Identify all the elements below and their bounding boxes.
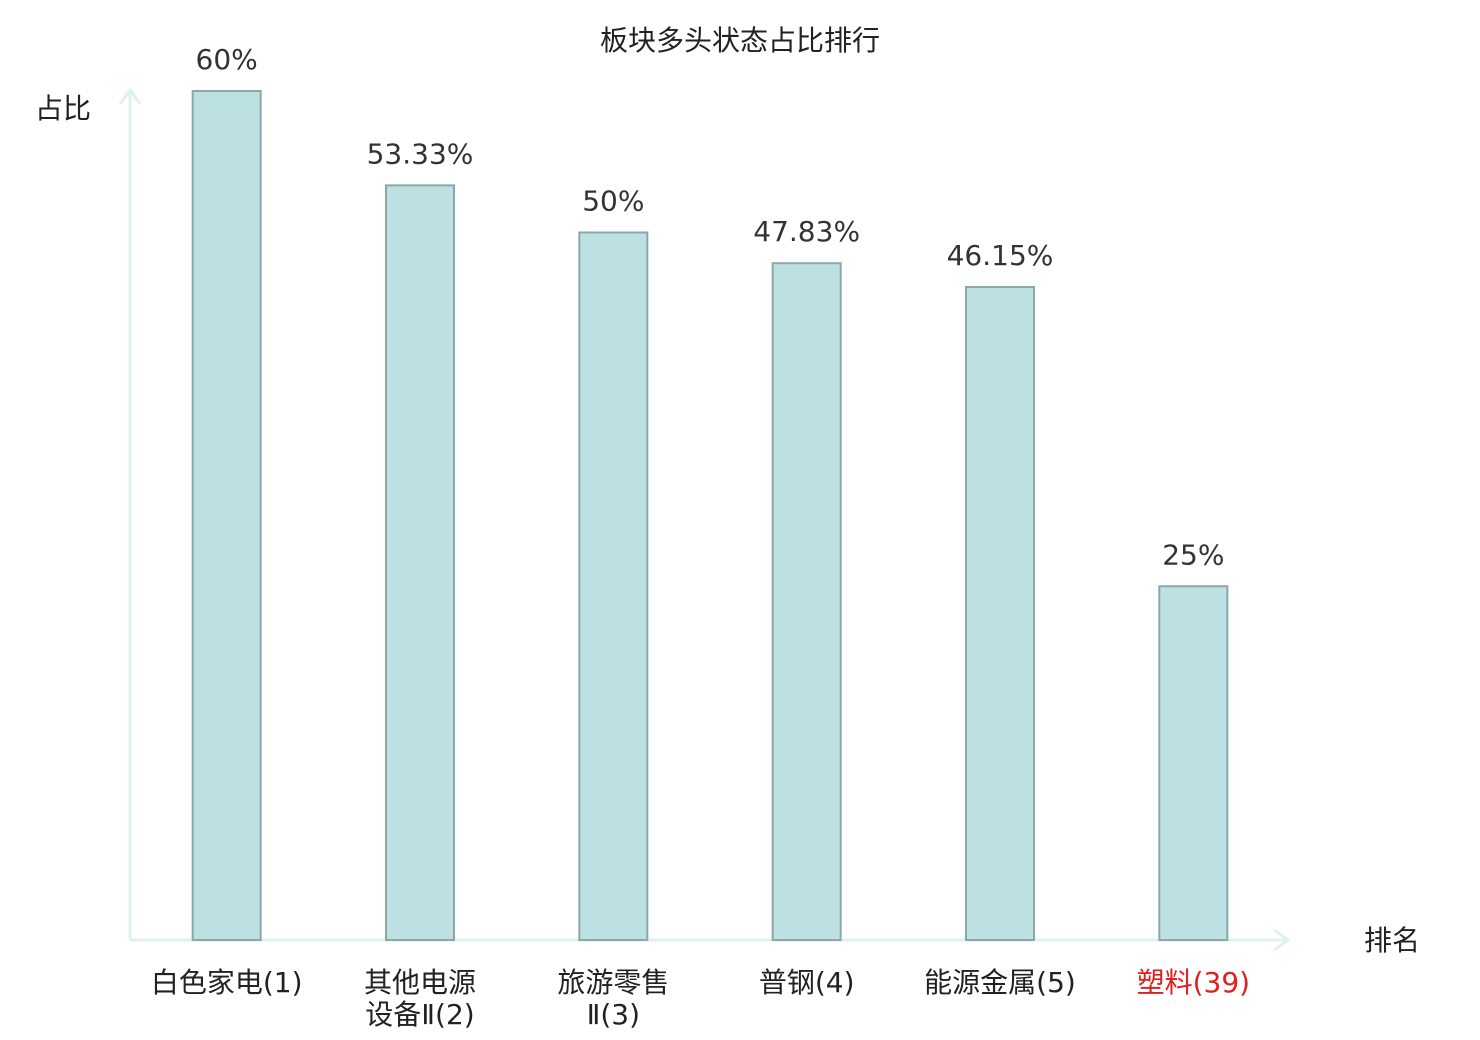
bar [771,262,842,941]
value-label: 60% [196,43,258,76]
bar [578,231,649,941]
x-tick-label: 白色家电(1) [151,966,303,999]
x-tick-label: 塑料(39) [1137,966,1250,999]
value-label: 50% [582,185,644,218]
value-label: 47.83% [753,215,860,248]
axes [118,87,1291,952]
value-label: 46.15% [947,239,1054,272]
x-tick-label: 能源金属(5) [924,966,1076,999]
x-tick-label: 普钢(4) [759,966,855,999]
x-tick-label: 其他电源 [364,966,476,999]
bar [385,184,455,941]
bar [191,90,262,941]
y-axis-arrow [118,87,142,105]
value-label: 53.33% [367,137,474,170]
bar [1158,585,1229,941]
x-axis-label: 排名 [1364,924,1420,957]
chart-title: 板块多头状态占比排行 [600,24,880,57]
bar [965,285,1035,942]
x-tick-label: 旅游零售 [557,966,669,999]
x-tick-label: 设备Ⅱ(2) [365,998,474,1031]
x-tick-label: Ⅱ(3) [587,998,640,1031]
y-axis-label: 占比 [35,92,91,125]
value-label: 25% [1162,538,1224,571]
x-axis-arrow [1273,928,1291,952]
